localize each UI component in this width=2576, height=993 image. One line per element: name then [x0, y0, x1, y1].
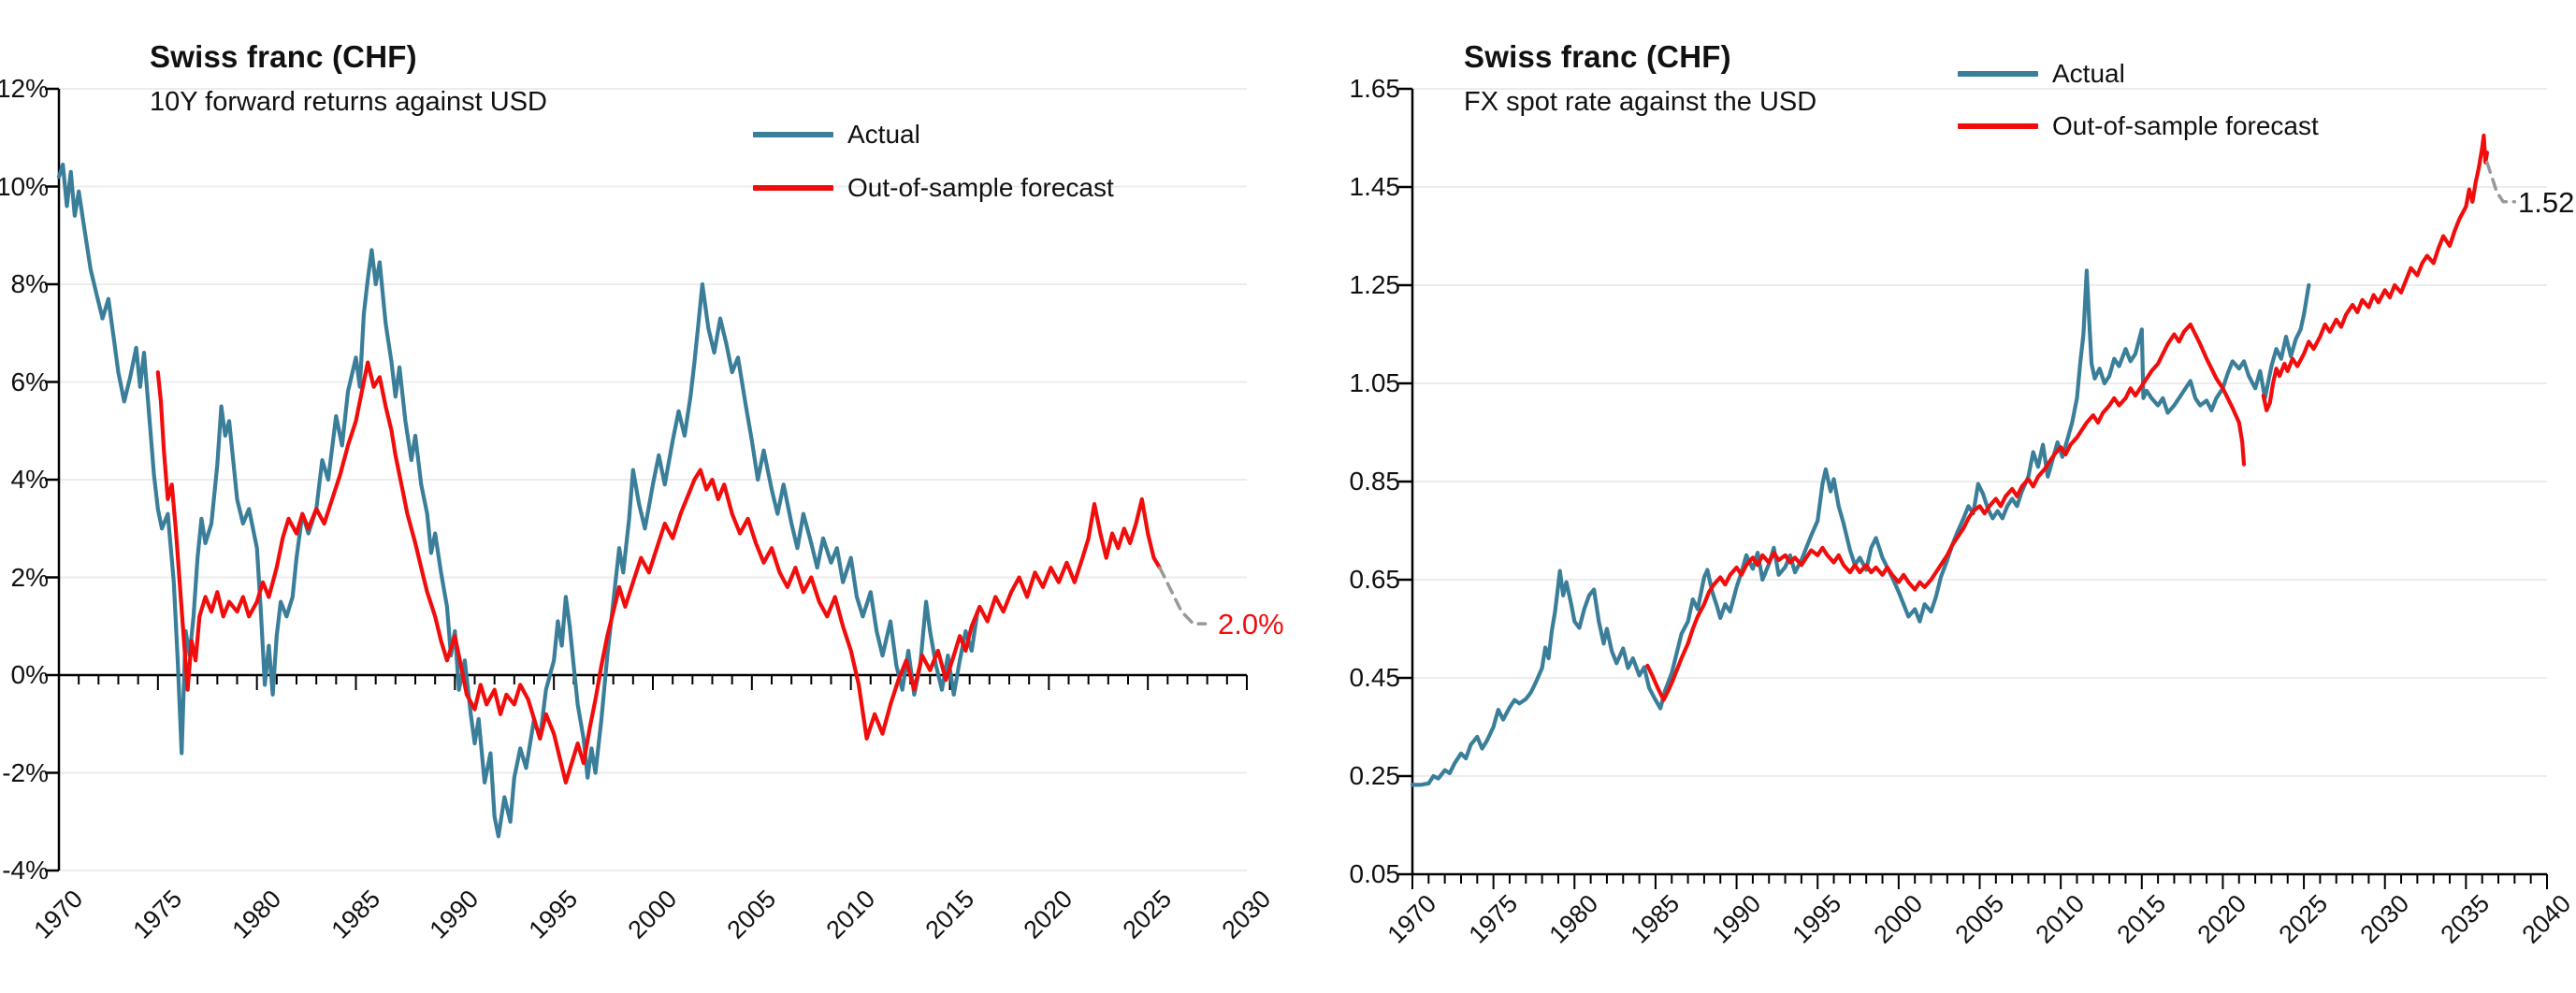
y-tick-label: -2%	[2, 757, 49, 787]
chart-subtitle: FX spot rate against the USD	[1464, 87, 1817, 117]
y-tick-label: 6%	[10, 367, 49, 396]
series-line-actual	[1410, 268, 2311, 787]
series-line-out-of-sample-forecast	[155, 360, 1163, 785]
y-tick-label: 0.45	[1349, 663, 1401, 692]
y-tick-label: 1.65	[1349, 74, 1401, 103]
series-line-out-of-sample-forecast	[2261, 133, 2489, 412]
y-tick-label: 8%	[10, 269, 49, 298]
legend-label: Out-of-sample forecast	[2052, 111, 2319, 140]
actual-line-swatch	[753, 132, 833, 137]
y-tick-label: -4%	[2, 856, 49, 885]
y-tick-label: 0.25	[1349, 761, 1401, 790]
y-tick-label: 0.65	[1349, 565, 1401, 594]
y-tick-label: 4%	[10, 465, 49, 494]
actual-line-swatch	[1958, 71, 2038, 77]
y-tick-label: 1.25	[1349, 270, 1401, 299]
y-tick-label: 2%	[10, 562, 49, 592]
endpoint-value-label: 1.52	[2518, 186, 2575, 219]
legend-label: Out-of-sample forecast	[847, 173, 1114, 202]
annotation-connector	[2485, 160, 2517, 204]
forecast-line-swatch	[753, 185, 833, 191]
legend-item-actual: Actual	[1958, 59, 2125, 89]
forecast-line-swatch	[1958, 123, 2038, 129]
page-title: Swiss franc (CHF)	[150, 39, 417, 74]
page-title: Swiss franc (CHF)	[1464, 39, 1731, 74]
y-tick-label: 1.05	[1349, 368, 1401, 397]
legend-label: Actual	[847, 120, 920, 149]
y-tick-label: 0%	[10, 660, 49, 689]
y-tick-label: 0.05	[1349, 859, 1401, 888]
annotation-connector	[1158, 566, 1208, 626]
series-line-out-of-sample-forecast	[1645, 322, 2247, 702]
legend-item-forecast: Out-of-sample forecast	[1958, 111, 2319, 141]
legend-label: Actual	[2052, 59, 2125, 88]
legend-item-actual: Actual	[753, 120, 920, 150]
y-tick-label: 10%	[0, 171, 49, 201]
endpoint-value-label: 2.0%	[1218, 608, 1284, 640]
y-tick-label: 12%	[0, 74, 49, 103]
chart-subtitle: 10Y forward returns against USD	[150, 87, 548, 117]
y-tick-label: 0.85	[1349, 467, 1401, 496]
series-line-actual	[56, 162, 980, 839]
y-tick-label: 1.45	[1349, 172, 1401, 201]
legend-item-forecast: Out-of-sample forecast	[753, 173, 1114, 203]
